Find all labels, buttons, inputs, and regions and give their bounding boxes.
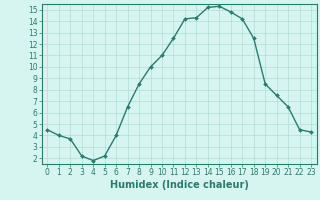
X-axis label: Humidex (Indice chaleur): Humidex (Indice chaleur): [110, 180, 249, 190]
